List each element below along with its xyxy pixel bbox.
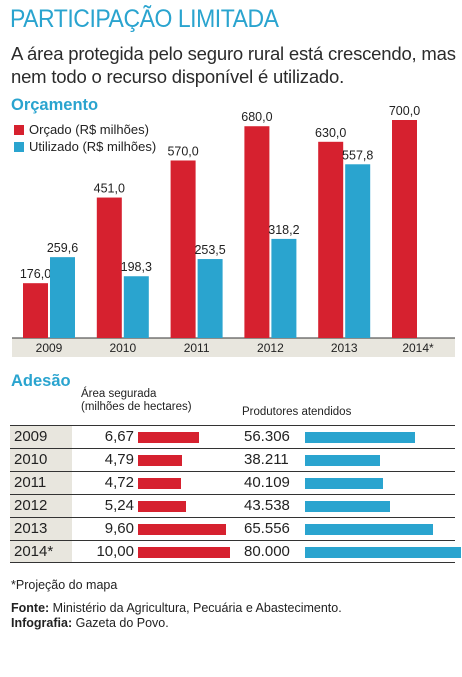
used-bar-2013 [345, 164, 371, 338]
area-column-header: Área segurada (milhões de hectares) [81, 388, 192, 414]
row-area-bar [138, 455, 183, 466]
legend-item-budgeted: Orçado (R$ milhões) [14, 122, 149, 137]
row-producers-value: 43.538 [244, 497, 290, 514]
budgeted-label-2011: 570,0 [167, 144, 198, 158]
row-area-value: 9,60 [104, 520, 134, 537]
row-producers-bar [305, 501, 390, 512]
row-year: 2014* [10, 541, 72, 562]
source-label: Fonte: [11, 601, 50, 615]
legend-swatch-red [14, 124, 24, 135]
adhesion-table: 2009 6,67 56.306 2010 4,79 38.211 2011 4,72 40.1… [10, 425, 461, 563]
row-area-value: 4,72 [104, 474, 134, 491]
page-subtitle: A área protegida pelo seguro rural está … [11, 43, 456, 87]
row-year: 2010 [10, 449, 72, 471]
budgeted-bar-2009 [23, 283, 48, 338]
x-tick-2014: 2014* [402, 341, 434, 355]
x-tick-2010: 2010 [109, 341, 136, 355]
row-area-bar [138, 547, 230, 558]
row-producers-value: 65.556 [244, 520, 290, 537]
used-label-2009: 259,6 [47, 241, 78, 255]
adhesion-heading: Adesão [11, 372, 71, 390]
row-area-value: 10,00 [96, 543, 134, 560]
used-bar-2012 [271, 238, 297, 338]
budgeted-bar-2011 [170, 160, 196, 338]
row-area-value: 4,79 [104, 451, 134, 468]
row-producers-bar [305, 478, 384, 489]
budgeted-label-2012: 680,0 [241, 110, 272, 124]
used-label-2010: 198,3 [121, 260, 152, 274]
budget-heading: Orçamento [11, 96, 99, 114]
row-producers-value: 56.306 [244, 428, 290, 445]
row-producers-value: 38.211 [244, 451, 289, 468]
table-row: 2011 4,72 40.109 [10, 471, 455, 494]
row-area-bar [138, 432, 200, 443]
credit-label: Infografia: [11, 616, 73, 630]
legend-item-used: Utilizado (R$ milhões) [14, 139, 156, 154]
used-label-2011: 253,5 [194, 243, 225, 257]
x-axis-band [12, 338, 455, 357]
row-producers-bar [305, 524, 433, 535]
budgeted-label-2014: 700,0 [389, 104, 420, 118]
row-producers-bar [305, 547, 461, 558]
table-row: 2013 9,60 65.556 [10, 517, 455, 540]
page-title: PARTICIPAÇÃO LIMITADA [10, 5, 279, 33]
legend-swatch-blue [14, 141, 24, 152]
row-area-value: 6,67 [104, 428, 134, 445]
credit-text: Gazeta do Povo. [75, 616, 169, 630]
used-bar-2011 [197, 259, 223, 338]
used-label-2013: 557,8 [342, 148, 373, 162]
used-label-2012: 318,2 [268, 223, 299, 237]
credit-line: Infografia: Gazeta do Povo. [11, 616, 169, 630]
row-year: 2012 [10, 495, 72, 517]
area-header-line-1: Área segurada [81, 388, 157, 400]
budgeted-label-2013: 630,0 [315, 126, 346, 140]
row-producers-bar [305, 455, 380, 466]
x-tick-2013: 2013 [331, 341, 358, 355]
legend-label-budgeted: Orçado (R$ milhões) [29, 122, 149, 137]
table-row: 2014* 10,00 80.000 [10, 540, 461, 563]
budgeted-bar-2010 [96, 197, 122, 338]
row-producers-value: 40.109 [244, 474, 290, 491]
table-row: 2012 5,24 43.538 [10, 494, 455, 517]
budgeted-label-2010: 451,0 [94, 182, 125, 196]
source-line: Fonte: Ministério da Agricultura, Pecuár… [11, 601, 342, 615]
row-producers-bar [305, 432, 415, 443]
row-producers-value: 80.000 [244, 543, 290, 560]
x-tick-2009: 2009 [36, 341, 63, 355]
used-bar-2010 [123, 276, 149, 338]
row-area-bar [138, 478, 182, 489]
budgeted-label-2009: 176,0 [20, 267, 51, 281]
row-area-value: 5,24 [104, 497, 134, 514]
row-area-bar [138, 524, 227, 535]
table-row: 2009 6,67 56.306 [10, 425, 455, 448]
row-year: 2009 [10, 426, 72, 448]
used-bar-2009 [50, 257, 75, 338]
row-year: 2011 [10, 472, 72, 494]
row-area-bar [138, 501, 187, 512]
budgeted-bar-2012 [244, 126, 270, 338]
table-row: 2010 4,79 38.211 [10, 448, 455, 471]
area-header-line-2: (milhões de hectares) [81, 401, 192, 413]
source-text: Ministério da Agricultura, Pecuária e Ab… [52, 601, 342, 615]
footnote: *Projeção do mapa [11, 578, 118, 592]
budget-bar-chart: 176,0 259,6 2009 451,0 198,3 2010 570,0 253,5 20… [12, 104, 455, 357]
legend-label-used: Utilizado (R$ milhões) [29, 139, 157, 154]
budgeted-bar-2014 [392, 120, 417, 338]
x-tick-2012: 2012 [257, 341, 284, 355]
budgeted-bar-2013 [318, 141, 344, 338]
producers-column-header: Produtores atendidos [242, 406, 352, 418]
row-year: 2013 [10, 518, 72, 540]
x-tick-2011: 2011 [184, 341, 210, 355]
